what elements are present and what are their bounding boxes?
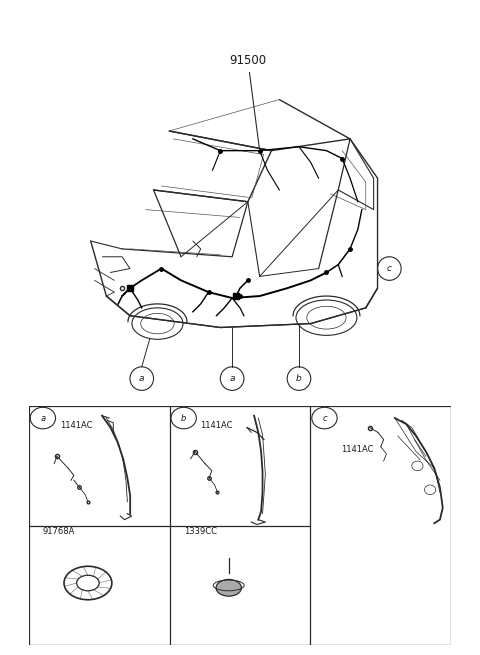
Text: 91500: 91500 — [229, 54, 266, 148]
Ellipse shape — [216, 580, 241, 596]
Text: a: a — [40, 413, 46, 422]
Text: 1339CC: 1339CC — [184, 527, 216, 536]
Text: a: a — [139, 374, 144, 383]
Text: 1141AC: 1141AC — [341, 445, 374, 453]
Text: b: b — [181, 413, 186, 422]
Text: 1141AC: 1141AC — [201, 421, 233, 430]
Text: 1141AC: 1141AC — [60, 421, 92, 430]
Text: c: c — [387, 264, 392, 273]
Text: a: a — [229, 374, 235, 383]
Text: b: b — [296, 374, 302, 383]
Text: c: c — [322, 413, 327, 422]
Text: 91768A: 91768A — [43, 527, 75, 536]
